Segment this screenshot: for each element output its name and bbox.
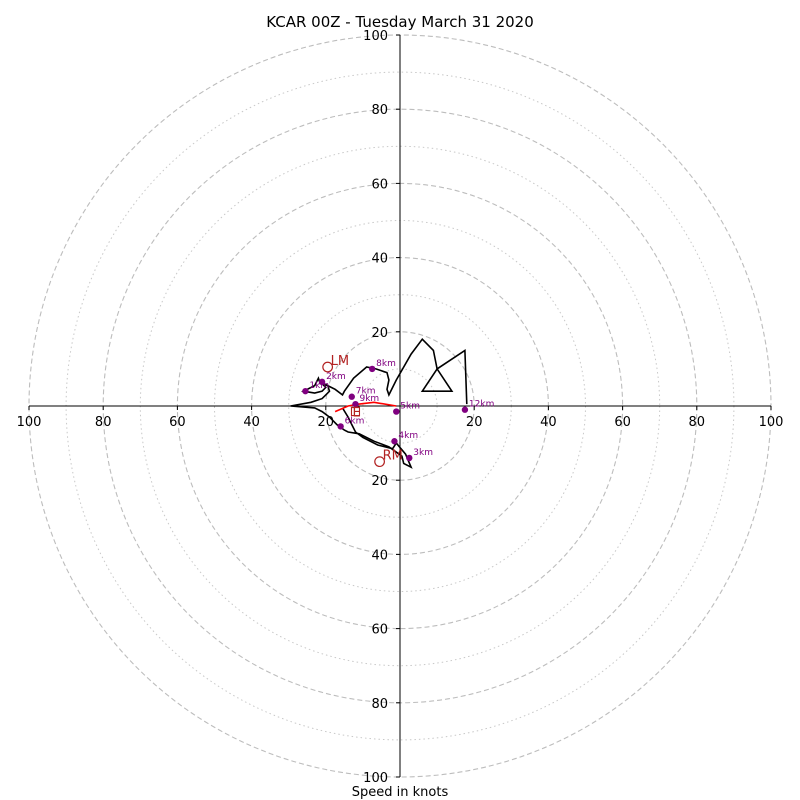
y-tick-label: 20 bbox=[371, 474, 388, 489]
height-label-6km: 6km bbox=[345, 416, 365, 426]
tick-labels: 100 80 60 40 20 20 40 60 80 100 100 80 60 40 20 20 40 60 8… bbox=[17, 29, 784, 786]
mean-wind-square bbox=[350, 407, 361, 417]
height-marker-4km: 4km bbox=[391, 431, 418, 445]
y-tick-label: 80 bbox=[371, 697, 388, 712]
height-marker-12km: 12km bbox=[461, 400, 494, 413]
storm-motion-lm: LM bbox=[322, 354, 349, 373]
height-marker-1km: 1km bbox=[302, 381, 329, 395]
y-tick-label: 60 bbox=[371, 623, 388, 638]
height-dot-5km bbox=[393, 408, 400, 415]
height-marker-6km: 6km bbox=[337, 416, 365, 430]
y-tick-label: 60 bbox=[371, 177, 388, 192]
x-tick-label: 20 bbox=[318, 415, 335, 430]
y-tick-label: 40 bbox=[371, 548, 388, 563]
height-dot-6km bbox=[337, 423, 344, 430]
height-marker-8km: 8km bbox=[368, 359, 396, 373]
height-marker-5km: 5km bbox=[393, 402, 420, 415]
height-label-5km: 5km bbox=[400, 402, 420, 412]
storm-motion-label-rm: RM bbox=[383, 449, 403, 464]
x-tick-label: 100 bbox=[759, 415, 784, 430]
x-axis-label: Speed in knots bbox=[352, 785, 449, 800]
y-tick-label: 100 bbox=[363, 29, 388, 44]
x-tick-label: 60 bbox=[169, 415, 186, 430]
storm-motion-label-lm: LM bbox=[331, 354, 349, 369]
height-label-3km: 3km bbox=[413, 448, 433, 458]
height-label-8km: 8km bbox=[376, 359, 396, 369]
height-dot-3km bbox=[406, 454, 413, 462]
y-tick-label: 20 bbox=[371, 326, 388, 341]
shear-vector-line bbox=[334, 401, 397, 413]
height-marker-2km: 2km bbox=[318, 372, 346, 386]
height-dot-2km bbox=[318, 378, 326, 386]
mean-wind-label: E bbox=[352, 406, 360, 421]
height-marker-3km: 3km bbox=[406, 448, 433, 462]
x-tick-label: 80 bbox=[95, 415, 112, 430]
height-dot-8km bbox=[368, 365, 376, 373]
x-tick-label: 20 bbox=[466, 415, 483, 430]
height-label-12km: 12km bbox=[469, 400, 494, 410]
storm-motion-rm: RM bbox=[374, 449, 403, 468]
storm-motion-markers: LM RM E bbox=[322, 354, 403, 468]
height-dot-1km bbox=[302, 387, 309, 395]
x-tick-label: 60 bbox=[614, 415, 631, 430]
height-label-2km: 2km bbox=[326, 372, 346, 382]
axes bbox=[29, 35, 771, 777]
height-label-7km: 7km bbox=[356, 387, 376, 397]
y-tick-label: 40 bbox=[371, 252, 388, 267]
height-label-9km: 9km bbox=[359, 394, 379, 404]
chart-title: KCAR 00Z - Tuesday March 31 2020 bbox=[266, 13, 534, 31]
height-label-1km: 1km bbox=[309, 381, 329, 391]
x-tick-label: 40 bbox=[540, 415, 557, 430]
x-tick-label: 100 bbox=[17, 415, 42, 430]
x-tick-label: 40 bbox=[243, 415, 260, 430]
height-dot-12km bbox=[461, 406, 469, 413]
height-marker-9km: 9km bbox=[352, 394, 379, 408]
x-tick-label: 80 bbox=[689, 415, 706, 430]
height-dot-9km bbox=[352, 400, 359, 408]
mean-wind-marker: E bbox=[350, 406, 361, 421]
storm-motion-circle-rm bbox=[374, 456, 385, 468]
height-marker-7km: 7km bbox=[348, 387, 376, 400]
height-label-4km: 4km bbox=[398, 431, 418, 441]
storm-motion-circle-lm bbox=[322, 361, 334, 373]
y-tick-label: 100 bbox=[363, 771, 388, 786]
height-dot-7km bbox=[348, 393, 355, 400]
height-dot-4km bbox=[391, 438, 398, 445]
y-tick-label: 80 bbox=[371, 103, 388, 118]
